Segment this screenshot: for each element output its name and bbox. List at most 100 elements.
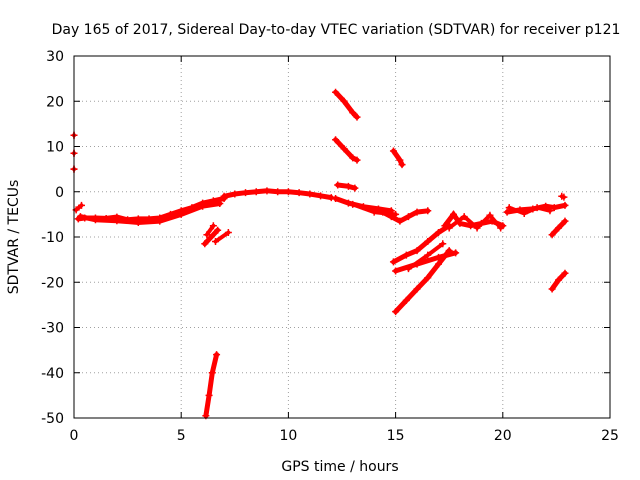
data-point — [332, 88, 340, 96]
data-point — [205, 391, 213, 399]
y-tick-label: -40 — [41, 366, 64, 382]
series-band-21h-b — [505, 204, 554, 217]
series-spike-15h — [389, 147, 406, 169]
y-tick-label: -10 — [41, 230, 64, 246]
data-point — [445, 247, 453, 255]
series-drop-6h-c — [203, 222, 217, 239]
x-tick-label: 20 — [494, 428, 512, 444]
data-point — [389, 147, 397, 155]
data-trace — [213, 230, 231, 244]
data-point — [199, 202, 207, 210]
data-trace — [507, 205, 552, 216]
series-drop-6h-b — [212, 228, 232, 246]
data-point — [340, 97, 348, 105]
series-bump-13h — [334, 181, 359, 192]
data-point — [156, 217, 164, 225]
data-point — [402, 296, 410, 304]
data-point — [404, 265, 412, 273]
data-trace — [333, 137, 360, 163]
series-mid-streak — [332, 136, 361, 164]
data-point — [389, 258, 397, 266]
data-point — [91, 216, 99, 224]
data-point — [349, 154, 357, 162]
data-point — [216, 200, 224, 208]
grid — [74, 56, 610, 418]
data-point — [201, 240, 209, 248]
data-point — [445, 224, 453, 232]
data-point — [548, 285, 556, 293]
data-point — [424, 251, 432, 259]
series-high-streak — [332, 88, 361, 121]
x-tick-label: 15 — [387, 428, 405, 444]
data-point — [460, 213, 468, 221]
data-point — [113, 217, 121, 225]
data-point — [353, 113, 361, 121]
data-point — [220, 192, 228, 200]
x-axis-label: GPS time / hours — [281, 459, 398, 475]
series-rise-c — [392, 247, 453, 316]
y-tick-label: 20 — [46, 94, 64, 110]
y-tick-label: -20 — [41, 275, 64, 291]
data-point — [76, 213, 84, 221]
data-point — [212, 238, 220, 246]
data-point — [424, 207, 432, 215]
x-tick-label: 0 — [70, 428, 79, 444]
data-trace — [77, 201, 223, 226]
data-point — [497, 224, 505, 232]
data-trace — [202, 227, 221, 247]
data-point — [208, 369, 216, 377]
series-dip-14h — [379, 207, 432, 225]
data-point — [351, 184, 359, 192]
data-point — [439, 240, 447, 248]
data-trace — [391, 148, 405, 168]
data-point — [370, 208, 378, 216]
series-tail-22h-a — [548, 217, 569, 239]
data-point — [349, 200, 357, 208]
y-axis-label: SDTVAR / TECUs — [6, 180, 22, 295]
data-point — [78, 201, 86, 209]
data-point — [505, 204, 513, 212]
data-point — [306, 190, 314, 198]
data-point — [177, 210, 185, 218]
data-trace — [204, 223, 216, 237]
x-tick-label: 5 — [177, 428, 186, 444]
data-point — [473, 224, 481, 232]
data-point — [209, 222, 217, 230]
data-point — [546, 207, 554, 215]
series-drop-6h — [201, 226, 222, 248]
data-point — [334, 181, 342, 189]
y-tick-label: 0 — [55, 185, 64, 201]
data-trace — [393, 248, 452, 315]
data-point — [548, 231, 556, 239]
data-point — [379, 208, 387, 216]
data-point — [434, 228, 442, 236]
data-point — [533, 204, 541, 212]
data-trace — [203, 352, 220, 419]
data-point — [203, 231, 211, 239]
y-tick-label: -30 — [41, 321, 64, 337]
data-point — [263, 187, 271, 195]
data-point — [550, 204, 558, 212]
data-point — [398, 161, 406, 169]
y-tick-label: 30 — [46, 49, 64, 65]
data-point — [213, 351, 221, 359]
data-point — [344, 199, 352, 207]
data-point — [242, 189, 250, 197]
data-point — [353, 156, 361, 164]
data-trace — [333, 89, 360, 120]
series-tail-22h-b — [548, 269, 569, 293]
data-point — [561, 269, 569, 277]
data-point — [231, 190, 239, 198]
data-point — [284, 188, 292, 196]
data-point — [274, 188, 282, 196]
data-point — [392, 267, 400, 275]
data-point — [396, 156, 404, 164]
data-point — [404, 213, 412, 221]
data-point — [413, 247, 421, 255]
data-point — [402, 251, 410, 259]
data-point — [449, 210, 457, 218]
data-point — [424, 238, 432, 246]
data-point — [413, 285, 421, 293]
y-tick-label: -50 — [41, 411, 64, 427]
